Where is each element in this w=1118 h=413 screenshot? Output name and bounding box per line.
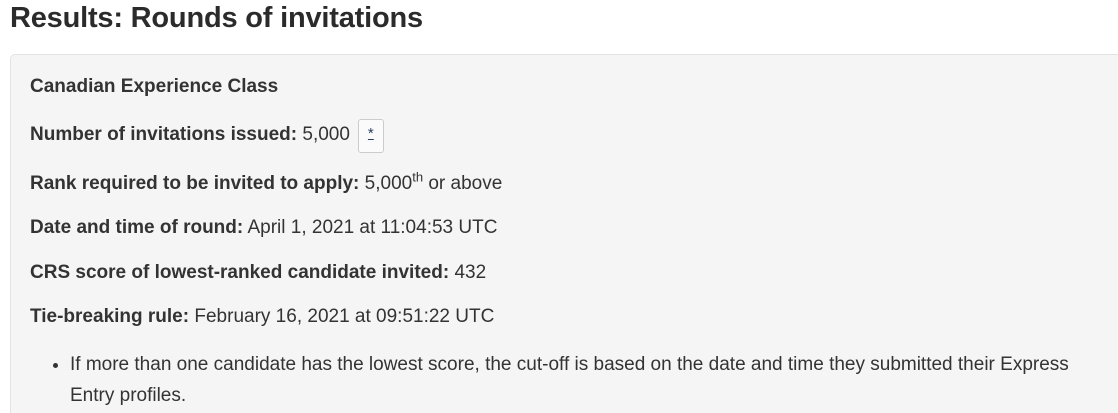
- invitations-issued-label: Number of invitations issued:: [30, 123, 298, 145]
- round-datetime-value: April 1, 2021 at 11:04:53 UTC: [247, 217, 498, 239]
- crs-score-row: CRS score of lowest-ranked candidate inv…: [30, 260, 1118, 287]
- tie-breaking-rule-value: February 16, 2021 at 09:51:22 UTC: [194, 306, 495, 328]
- rank-required-label: Rank required to be invited to apply:: [30, 172, 360, 194]
- footnote-link[interactable]: *: [357, 118, 384, 153]
- invitations-issued-row: Number of invitations issued: 5,000 *: [30, 118, 1118, 153]
- round-datetime-row: Date and time of round: April 1, 2021 at…: [30, 215, 1118, 242]
- round-datetime-label: Date and time of round:: [30, 217, 244, 239]
- rank-ordinal-suffix: th: [412, 169, 424, 185]
- crs-score-value: 432: [454, 261, 487, 283]
- rank-required-row: Rank required to be invited to apply: 5,…: [30, 169, 1118, 198]
- round-results-panel: Canadian Experience Class Number of invi…: [10, 54, 1118, 413]
- page-title: Results: Rounds of invitations: [10, 2, 423, 34]
- rank-required-suffix: or above: [428, 172, 503, 194]
- program-name: Canadian Experience Class: [30, 76, 279, 98]
- tie-breaking-notes-list: If more than one candidate has the lowes…: [30, 349, 1118, 412]
- tie-breaking-rule-label: Tie-breaking rule:: [30, 306, 190, 328]
- tie-breaking-note-item: If more than one candidate has the lowes…: [70, 349, 1106, 412]
- invitations-issued-value: 5,000: [302, 123, 350, 145]
- tie-breaking-rule-row: Tie-breaking rule: February 16, 2021 at …: [30, 304, 1118, 331]
- rank-required-value: 5,000: [364, 172, 413, 194]
- crs-score-label: CRS score of lowest-ranked candidate inv…: [30, 261, 450, 283]
- asterisk-footnote-icon: *: [367, 124, 374, 142]
